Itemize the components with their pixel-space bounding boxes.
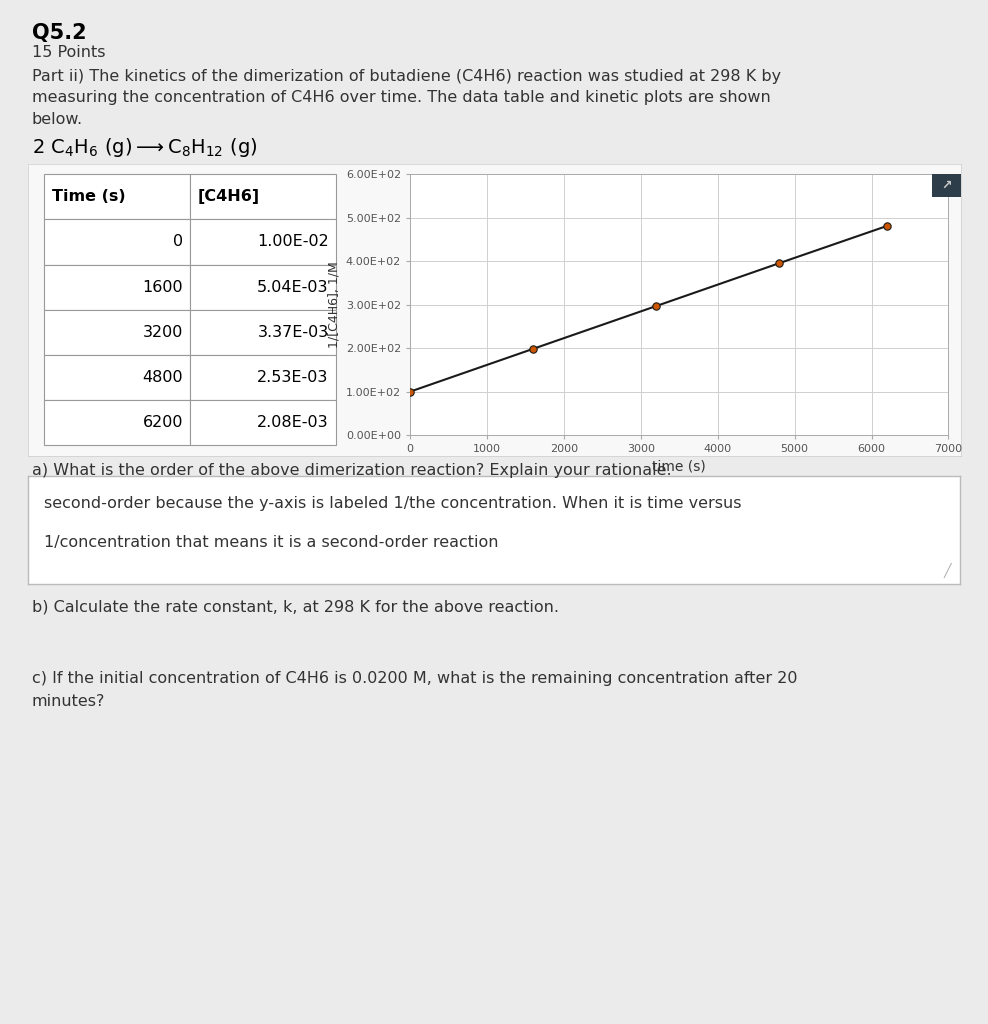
Text: minutes?: minutes? (32, 694, 105, 710)
Point (648, 298, 664, 314)
Text: c) If the initial concentration of C4H6 is 0.0200 M, what is the remaining conce: c) If the initial concentration of C4H6 … (32, 671, 797, 686)
Text: ↗: ↗ (942, 179, 951, 191)
Point (879, 218, 895, 234)
Text: Part ii) The kinetics of the dimerization of butadiene (C4H6) reaction was studi: Part ii) The kinetics of the dimerizatio… (32, 69, 781, 84)
Point (526, 341, 541, 357)
Text: ╱: ╱ (944, 563, 951, 579)
Text: $\mathregular{2\ C_4H_6\ (g) \longrightarrow C_8H_{12}\ (g)}$: $\mathregular{2\ C_4H_6\ (g) \longrighta… (32, 136, 257, 159)
Point (772, 255, 787, 271)
Text: second-order because the y-axis is labeled 1/the concentration. When it is time : second-order because the y-axis is label… (44, 496, 742, 511)
Text: below.: below. (32, 112, 83, 127)
Y-axis label: 1/[C4H6], 1/M: 1/[C4H6], 1/M (327, 261, 340, 348)
Point (402, 384, 418, 400)
Text: a) What is the order of the above dimerization reaction? Explain your rationale.: a) What is the order of the above dimeri… (32, 463, 671, 478)
Text: Q5.2: Q5.2 (32, 23, 86, 43)
X-axis label: time (s): time (s) (652, 460, 706, 474)
Text: 1/concentration that means it is a second-order reaction: 1/concentration that means it is a secon… (44, 536, 499, 550)
Text: 15 Points: 15 Points (32, 45, 105, 60)
Text: measuring the concentration of C4H6 over time. The data table and kinetic plots : measuring the concentration of C4H6 over… (32, 90, 771, 105)
Text: b) Calculate the rate constant, k, at 298 K for the above reaction.: b) Calculate the rate constant, k, at 29… (32, 599, 558, 614)
